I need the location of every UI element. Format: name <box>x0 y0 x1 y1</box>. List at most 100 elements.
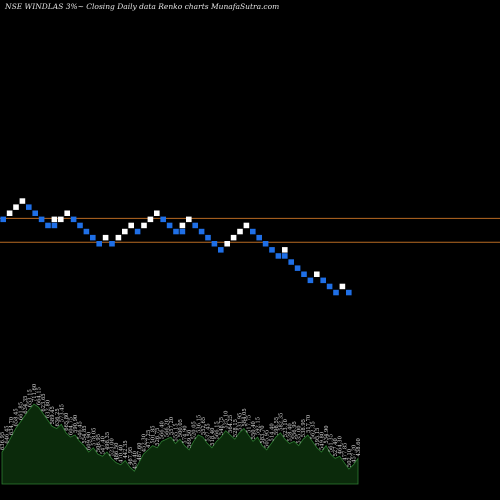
renko-brick-down <box>173 228 179 235</box>
volume-label: 536.15 <box>196 415 202 433</box>
renko-brick-down <box>262 241 269 247</box>
volume-label: 442.35 <box>123 440 129 458</box>
volume-label: 592.15 <box>256 417 262 435</box>
volume-label: 634.70 <box>9 417 15 435</box>
volume-label: 528.15 <box>233 419 239 437</box>
renko-brick-down <box>326 283 333 290</box>
chart-title: NSE WINDLAS 3%~ Closing Daily data Renko… <box>4 2 279 11</box>
renko-brick-down <box>307 277 314 284</box>
volume-label: 634.35 <box>23 396 29 414</box>
renko-brick-down <box>282 253 288 259</box>
volume-label: 646.45 <box>5 425 11 443</box>
volume-label: 583.70 <box>260 425 266 443</box>
renko-brick-up <box>64 210 70 216</box>
renko-brick-down <box>294 265 301 271</box>
renko-brick-down <box>256 234 262 241</box>
renko-brick-up <box>147 216 154 223</box>
volume-label: 477.85 <box>342 443 348 461</box>
renko-brick-down <box>320 277 326 284</box>
volume-label: 574.90 <box>183 425 189 443</box>
renko-brick-down <box>198 228 205 235</box>
renko-brick-up <box>243 222 250 229</box>
renko-brick-down <box>26 204 32 210</box>
volume-label: 566.15 <box>215 421 221 439</box>
renko-brick-up <box>19 198 26 204</box>
volume-label: 534.90 <box>324 425 330 443</box>
volume-label: 531.95 <box>237 413 243 431</box>
renko-brick-up <box>282 247 288 253</box>
volume-label: 609.90 <box>87 432 93 450</box>
renko-brick-up <box>154 210 160 216</box>
volume-label: 520.05 <box>192 421 198 439</box>
renko-brick-down <box>0 216 6 223</box>
volume-label: 623.65 <box>41 393 47 411</box>
volume-label: 501.85 <box>151 425 157 443</box>
volume-label: 582.35 <box>278 413 284 431</box>
volume-label: 711.60 <box>32 384 38 402</box>
renko-brick-down <box>346 289 352 296</box>
renko-brick-down <box>333 289 339 296</box>
volume-label: 464.30 <box>338 436 344 454</box>
renko-brick-down <box>134 228 141 235</box>
volume-label: 636.25 <box>55 408 61 426</box>
volume-label: 517.75 <box>246 415 252 433</box>
volume-panel: 636.95646.45634.70658.45661.85634.35653.… <box>0 384 362 485</box>
volume-label: 653.15 <box>27 389 33 407</box>
volume-label: 550.40 <box>251 421 257 439</box>
renko-brick-down <box>192 222 198 229</box>
renko-brick-down <box>166 222 173 229</box>
volume-label: 552.65 <box>201 417 207 435</box>
volume-label: 664.15 <box>37 387 43 405</box>
renko-brick-up <box>6 210 13 216</box>
renko-brick-up <box>224 241 230 247</box>
volume-label: 523.00 <box>110 438 116 456</box>
volume-label: 477.25 <box>146 430 152 448</box>
renko-brick-down <box>83 228 90 235</box>
volume-label: 665.80 <box>64 413 70 431</box>
volume-label: 578.05 <box>91 428 97 446</box>
volume-label: 537.45 <box>205 423 211 441</box>
volume-label: 486.50 <box>114 443 120 461</box>
volume-label: 548.75 <box>219 417 225 435</box>
volume-area <box>1 403 359 485</box>
volume-label: 589.45 <box>50 406 56 424</box>
renko-brick-up <box>186 216 192 223</box>
renko-brick-down <box>45 222 51 229</box>
renko-brick-down <box>288 259 294 265</box>
volume-label: 557.20 <box>169 417 175 435</box>
volume-label: 538.95 <box>301 419 307 437</box>
renko-brick-down <box>109 241 115 247</box>
renko-brick-down <box>38 216 45 223</box>
volume-label: 452.30 <box>141 434 147 452</box>
volume-label: 595.15 <box>315 428 321 446</box>
volume-label: 525.10 <box>224 411 230 429</box>
volume-label: 658.45 <box>14 408 20 426</box>
renko-brick-up <box>13 204 19 210</box>
volume-label: 526.75 <box>155 428 161 446</box>
volume-label: 535.00 <box>297 425 303 443</box>
renko-brick-down <box>32 210 38 216</box>
volume-label: 573.45 <box>59 404 65 422</box>
volume-label: 561.35 <box>329 434 335 452</box>
volume-label: 527.40 <box>333 438 339 456</box>
volume-label: 470.40 <box>119 445 125 463</box>
volume-label: 555.15 <box>173 423 179 441</box>
renko-brick-up <box>58 216 64 223</box>
volume-label: 517.70 <box>306 415 312 433</box>
reference-lines <box>0 217 500 243</box>
volume-label: 518.40 <box>210 428 216 446</box>
renko-brick-up <box>141 222 147 229</box>
volume-label: 661.85 <box>18 402 24 420</box>
volume-label: 467.95 <box>128 447 134 465</box>
renko-brick-up <box>339 283 346 290</box>
volume-label: 457.20 <box>351 445 357 463</box>
volume-label: 506.95 <box>96 434 102 452</box>
renko-brick-down <box>218 247 224 253</box>
volume-label: 562.35 <box>310 421 316 439</box>
renko-brick-up <box>51 216 58 223</box>
renko-brick-down <box>301 271 307 277</box>
volume-label: 487.60 <box>137 443 143 461</box>
volume-label: 590.90 <box>73 415 79 433</box>
